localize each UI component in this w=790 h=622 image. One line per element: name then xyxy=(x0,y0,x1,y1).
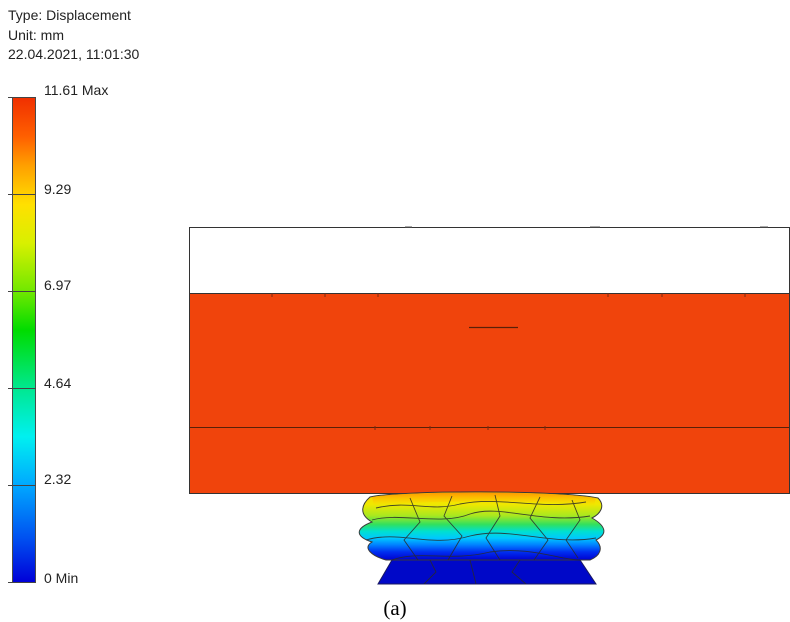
legend-label: 9.29 xyxy=(44,181,72,197)
color-legend-bar xyxy=(12,97,36,583)
result-unit-label: Unit: mm xyxy=(8,26,64,43)
legend-label-min: 0 Min xyxy=(44,570,79,586)
legend-tick xyxy=(8,388,36,389)
legend-label: 2.32 xyxy=(44,471,72,487)
legend-tick-max xyxy=(8,97,36,98)
result-timestamp: 22.04.2021, 11:01:30 xyxy=(8,46,140,62)
legend-tick xyxy=(8,485,36,486)
result-type-label: Type: Displacement xyxy=(8,7,131,23)
figure-caption: (a) xyxy=(383,596,407,620)
legend-tick xyxy=(8,194,36,195)
legend-tick xyxy=(8,291,36,292)
result-info: Type: Displacement Unit: mm 22.04.2021, … xyxy=(8,6,139,65)
deformed-specimen xyxy=(358,491,605,585)
legend-label: 4.64 xyxy=(44,375,72,391)
legend-label-max: 11.61 Max xyxy=(44,82,109,98)
deformed-plate xyxy=(189,293,790,494)
legend-tick-min xyxy=(8,582,36,583)
legend-label: 6.97 xyxy=(44,277,72,293)
